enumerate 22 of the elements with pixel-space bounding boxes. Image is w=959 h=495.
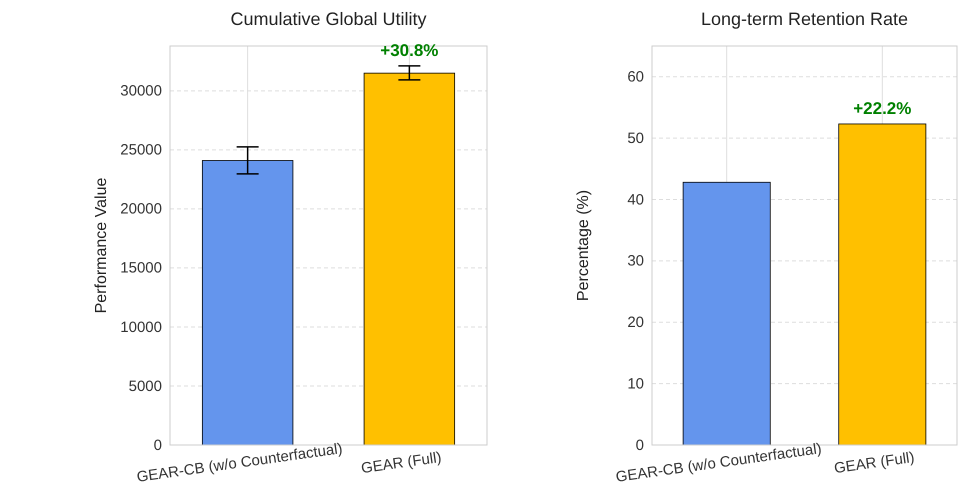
y-tick-label: 20	[627, 314, 644, 332]
chart-title: Long-term Retention Rate	[700, 9, 908, 29]
y-tick-label: 25000	[120, 142, 162, 159]
y-tick-label: 10	[627, 375, 644, 392]
y-tick-label: 30	[627, 252, 644, 270]
y-tick-label: 20000	[120, 200, 162, 218]
x-tick-label: GEAR (Full)	[833, 448, 916, 478]
y-tick-label: 0	[154, 436, 162, 454]
x-tick-label: GEAR (Full)	[360, 448, 443, 478]
y-tick-label: 30000	[120, 82, 162, 100]
y-axis-title: Percentage (%)	[575, 190, 592, 302]
y-tick-label: 10000	[120, 318, 162, 336]
y-tick-label: 15000	[120, 260, 162, 277]
chart-title: Cumulative Global Utility	[230, 9, 427, 29]
y-axis-title: Performance Value	[93, 178, 110, 314]
y-tick-label: 5000	[128, 378, 162, 395]
y-tick-label: 50	[627, 130, 644, 147]
y-tick-label: 60	[627, 68, 644, 86]
y-tick-label: 40	[627, 191, 644, 208]
annotation: +30.8%	[380, 40, 438, 60]
annotation: +22.2%	[853, 98, 912, 118]
y-tick-label: 0	[636, 436, 644, 454]
